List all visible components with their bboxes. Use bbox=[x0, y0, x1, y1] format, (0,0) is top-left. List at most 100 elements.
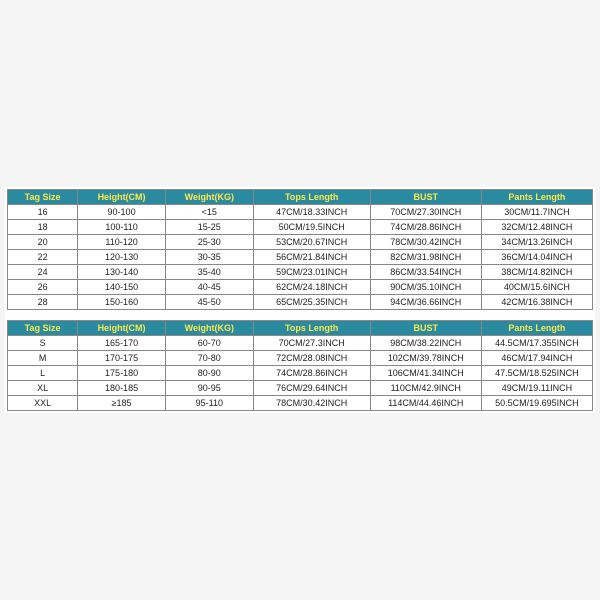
table-cell: S bbox=[8, 336, 78, 351]
table-cell: 90-100 bbox=[78, 205, 166, 220]
table-cell: 45-50 bbox=[165, 295, 253, 310]
table-cell: 110-120 bbox=[78, 235, 166, 250]
table-cell: 16 bbox=[8, 205, 78, 220]
table-cell: 110CM/42.9INCH bbox=[370, 381, 481, 396]
table-cell: 50.5CM/19.695INCH bbox=[481, 396, 592, 411]
table-cell: 180-185 bbox=[78, 381, 166, 396]
size-chart-container: Tag Size Height(CM) Weight(KG) Tops Leng… bbox=[5, 187, 595, 413]
table-body-kids: 1690-100<1547CM/18.33INCH70CM/27.30INCH3… bbox=[8, 205, 593, 310]
col-bust: BUST bbox=[370, 190, 481, 205]
table-cell: 90-95 bbox=[165, 381, 253, 396]
table-cell: 20 bbox=[8, 235, 78, 250]
table-cell: 42CM/16.38INCH bbox=[481, 295, 592, 310]
table-row: 20110-12025-3053CM/20.67INCH78CM/30.42IN… bbox=[8, 235, 593, 250]
table-cell: 70CM/27.3INCH bbox=[253, 336, 370, 351]
table-row: L175-18080-9074CM/28.86INCH106CM/41.34IN… bbox=[8, 366, 593, 381]
col-weight: Weight(KG) bbox=[165, 321, 253, 336]
table-cell: 49CM/19.11INCH bbox=[481, 381, 592, 396]
col-pants-length: Pants Length bbox=[481, 321, 592, 336]
table-cell: 40CM/15.6INCH bbox=[481, 280, 592, 295]
table-cell: M bbox=[8, 351, 78, 366]
table-cell: 28 bbox=[8, 295, 78, 310]
table-cell: 82CM/31.98INCH bbox=[370, 250, 481, 265]
table-cell: 70-80 bbox=[165, 351, 253, 366]
table-row: 18100-11015-2550CM/19.5INCH74CM/28.86INC… bbox=[8, 220, 593, 235]
col-tag-size: Tag Size bbox=[8, 190, 78, 205]
table-cell: 98CM/38.22INCH bbox=[370, 336, 481, 351]
col-height: Height(CM) bbox=[78, 321, 166, 336]
table-cell: 32CM/12.48INCH bbox=[481, 220, 592, 235]
table-cell: 175-180 bbox=[78, 366, 166, 381]
table-cell: 25-30 bbox=[165, 235, 253, 250]
table-row: XL180-18590-9576CM/29.64INCH110CM/42.9IN… bbox=[8, 381, 593, 396]
table-row: 26140-15040-4562CM/24.18INCH90CM/35.10IN… bbox=[8, 280, 593, 295]
table-cell: 30CM/11.7INCH bbox=[481, 205, 592, 220]
table-cell: 56CM/21.84INCH bbox=[253, 250, 370, 265]
table-cell: 80-90 bbox=[165, 366, 253, 381]
table-row: 28150-16045-5065CM/25.35INCH94CM/36.66IN… bbox=[8, 295, 593, 310]
size-table-kids: Tag Size Height(CM) Weight(KG) Tops Leng… bbox=[7, 189, 593, 310]
table-cell: 50CM/19.5INCH bbox=[253, 220, 370, 235]
table-cell: 26 bbox=[8, 280, 78, 295]
col-bust: BUST bbox=[370, 321, 481, 336]
table-cell: 60-70 bbox=[165, 336, 253, 351]
table-cell: 46CM/17.94INCH bbox=[481, 351, 592, 366]
table-cell: 47.5CM/18.525INCH bbox=[481, 366, 592, 381]
table-cell: 94CM/36.66INCH bbox=[370, 295, 481, 310]
table-cell: 78CM/30.42INCH bbox=[253, 396, 370, 411]
table-row: 1690-100<1547CM/18.33INCH70CM/27.30INCH3… bbox=[8, 205, 593, 220]
table-cell: 15-25 bbox=[165, 220, 253, 235]
table-cell: 36CM/14.04INCH bbox=[481, 250, 592, 265]
table-cell: XL bbox=[8, 381, 78, 396]
table-cell: 18 bbox=[8, 220, 78, 235]
table-cell: 78CM/30.42INCH bbox=[370, 235, 481, 250]
table-head: Tag Size Height(CM) Weight(KG) Tops Leng… bbox=[8, 321, 593, 336]
table-cell: 90CM/35.10INCH bbox=[370, 280, 481, 295]
table-cell: 86CM/33.54INCH bbox=[370, 265, 481, 280]
spacer bbox=[7, 310, 593, 320]
col-tops-length: Tops Length bbox=[253, 190, 370, 205]
table-row: 24130-14035-4059CM/23.01INCH86CM/33.54IN… bbox=[8, 265, 593, 280]
table-cell: 74CM/28.86INCH bbox=[370, 220, 481, 235]
table-row: M170-17570-8072CM/28.08INCH102CM/39.78IN… bbox=[8, 351, 593, 366]
table-cell: <15 bbox=[165, 205, 253, 220]
col-height: Height(CM) bbox=[78, 190, 166, 205]
table-cell: L bbox=[8, 366, 78, 381]
table-cell: 165-170 bbox=[78, 336, 166, 351]
col-pants-length: Pants Length bbox=[481, 190, 592, 205]
table-cell: 74CM/28.86INCH bbox=[253, 366, 370, 381]
table-cell: 44.5CM/17.355INCH bbox=[481, 336, 592, 351]
table-cell: 120-130 bbox=[78, 250, 166, 265]
table-cell: 53CM/20.67INCH bbox=[253, 235, 370, 250]
table-cell: 40-45 bbox=[165, 280, 253, 295]
table-cell: 130-140 bbox=[78, 265, 166, 280]
table-cell: 95-110 bbox=[165, 396, 253, 411]
table-cell: 70CM/27.30INCH bbox=[370, 205, 481, 220]
table-cell: ≥185 bbox=[78, 396, 166, 411]
table-cell: 22 bbox=[8, 250, 78, 265]
table-cell: 150-160 bbox=[78, 295, 166, 310]
table-cell: 38CM/14.82INCH bbox=[481, 265, 592, 280]
table-row: S165-17060-7070CM/27.3INCH98CM/38.22INCH… bbox=[8, 336, 593, 351]
table-cell: 100-110 bbox=[78, 220, 166, 235]
table-cell: XXL bbox=[8, 396, 78, 411]
col-tag-size: Tag Size bbox=[8, 321, 78, 336]
table-cell: 34CM/13.26INCH bbox=[481, 235, 592, 250]
table-cell: 140-150 bbox=[78, 280, 166, 295]
table-cell: 114CM/44.46INCH bbox=[370, 396, 481, 411]
table-cell: 35-40 bbox=[165, 265, 253, 280]
table-cell: 170-175 bbox=[78, 351, 166, 366]
table-cell: 47CM/18.33INCH bbox=[253, 205, 370, 220]
table-row: 22120-13030-3556CM/21.84INCH82CM/31.98IN… bbox=[8, 250, 593, 265]
table-row: XXL≥18595-11078CM/30.42INCH114CM/44.46IN… bbox=[8, 396, 593, 411]
table-head: Tag Size Height(CM) Weight(KG) Tops Leng… bbox=[8, 190, 593, 205]
table-cell: 76CM/29.64INCH bbox=[253, 381, 370, 396]
table-cell: 106CM/41.34INCH bbox=[370, 366, 481, 381]
table-cell: 62CM/24.18INCH bbox=[253, 280, 370, 295]
table-body-adults: S165-17060-7070CM/27.3INCH98CM/38.22INCH… bbox=[8, 336, 593, 411]
table-cell: 30-35 bbox=[165, 250, 253, 265]
table-cell: 102CM/39.78INCH bbox=[370, 351, 481, 366]
table-cell: 59CM/23.01INCH bbox=[253, 265, 370, 280]
table-cell: 72CM/28.08INCH bbox=[253, 351, 370, 366]
col-weight: Weight(KG) bbox=[165, 190, 253, 205]
